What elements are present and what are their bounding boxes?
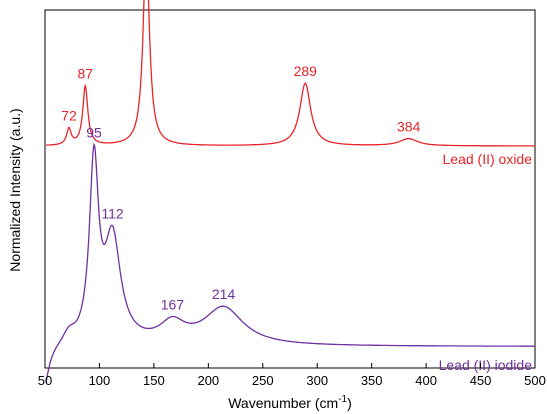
- x-tick-label: 100: [89, 373, 111, 388]
- peak-label: 167: [161, 297, 185, 313]
- peak-label: 87: [77, 66, 93, 82]
- x-tick-label: 400: [415, 373, 437, 388]
- y-axis-label: Normalized Intensity (a.u.): [7, 108, 23, 271]
- x-axis-label-end: ): [347, 395, 352, 411]
- spectrum-line-0: [46, 0, 535, 147]
- x-tick-label: 300: [306, 373, 328, 388]
- x-axis-label-main: Wavenumber (cm: [228, 395, 338, 411]
- x-tick-label: 150: [143, 373, 165, 388]
- series-name-label: Lead (II) iodide: [439, 357, 533, 373]
- series-name-label: Lead (II) oxide: [443, 151, 533, 167]
- x-tick-label: 250: [252, 373, 274, 388]
- peak-label: 112: [101, 206, 124, 222]
- peak-label: 289: [294, 63, 318, 79]
- plot-frame: [44, 9, 536, 369]
- x-tick-label: 50: [38, 373, 52, 388]
- x-tick-label: 450: [470, 373, 492, 388]
- spectrum-line-1: [45, 142, 535, 383]
- x-axis-ticks: 50 100 150 200 250 300 350 400 450 500: [38, 363, 546, 388]
- x-axis-label-superscript: -1: [338, 394, 347, 405]
- series-layer: 7287143289384Lead (II) oxide95112167214L…: [45, 0, 535, 383]
- x-tick-label: 350: [361, 373, 383, 388]
- peak-label: 214: [212, 286, 236, 302]
- peak-label: 95: [86, 125, 102, 141]
- peak-label: 72: [61, 107, 77, 123]
- x-tick-label: 500: [524, 373, 546, 388]
- x-axis-label: Wavenumber (cm-1): [228, 394, 352, 411]
- peak-label: 384: [397, 119, 421, 135]
- x-tick-label: 200: [197, 373, 219, 388]
